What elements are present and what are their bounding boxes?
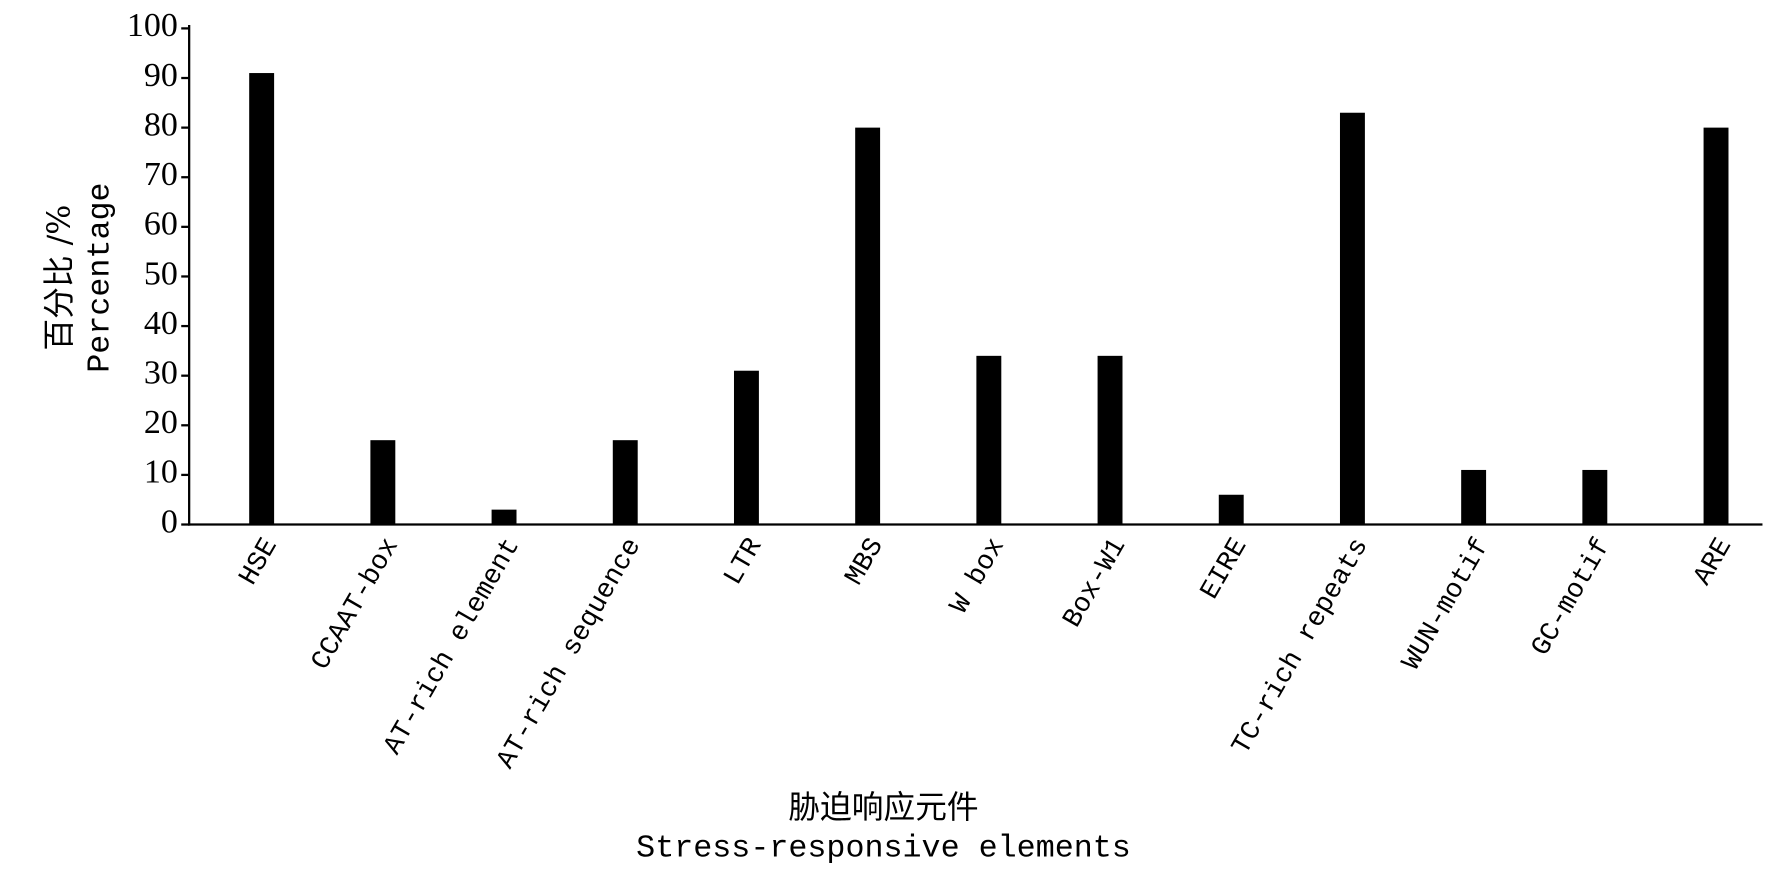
x-tick-label: ARE	[1688, 533, 1739, 591]
bar	[612, 440, 638, 525]
y-axis-title: 百分比 /% Percentage	[42, 182, 119, 372]
y-tick-label: 50	[144, 255, 178, 292]
y-tick-label: 80	[144, 106, 178, 143]
x-tick-label: Box-W1	[1057, 533, 1133, 633]
y-label-cn: 百分比 /%	[42, 205, 78, 351]
y-tick-label: 10	[144, 454, 178, 491]
bar	[249, 73, 275, 525]
y-tick-label: 90	[144, 57, 178, 94]
x-label-en: Stress-responsive elements	[636, 830, 1131, 866]
x-tick-label: EIRE	[1195, 533, 1254, 605]
y-label-en: Percentage	[83, 182, 119, 372]
x-tick-label: WUN-motif	[1396, 533, 1496, 676]
y-tick-label: 0	[161, 503, 178, 540]
y-tick-label: 60	[144, 206, 178, 243]
x-tick-label: TC-rich repeats	[1226, 533, 1375, 760]
bar	[1703, 127, 1729, 525]
bar	[491, 509, 517, 525]
bar	[1582, 469, 1608, 525]
y-tick-label: 40	[144, 305, 178, 342]
y-tick-label: 100	[127, 7, 178, 44]
x-tick-label: AT-rich element	[378, 533, 527, 760]
bar	[976, 355, 1002, 525]
y-tick-label: 20	[144, 404, 178, 441]
bar	[1339, 112, 1365, 525]
bar	[855, 127, 881, 525]
x-tick-label: GC-motif	[1526, 533, 1618, 661]
x-tick-label: LTR	[718, 533, 769, 591]
x-tick-label: W box	[944, 533, 1012, 619]
x-tick-label: CCAAT-box	[306, 533, 406, 676]
x-label-cn: 胁迫响应元件	[788, 790, 978, 826]
bar	[733, 370, 759, 525]
bar	[1461, 469, 1487, 525]
y-tick-label: 30	[144, 354, 178, 391]
bar	[1218, 494, 1244, 525]
y-tick-label: 70	[144, 156, 178, 193]
bar	[370, 440, 396, 525]
x-tick-label: HSE	[233, 533, 284, 591]
x-tick-label: MBS	[839, 533, 890, 591]
bar	[1097, 355, 1123, 525]
